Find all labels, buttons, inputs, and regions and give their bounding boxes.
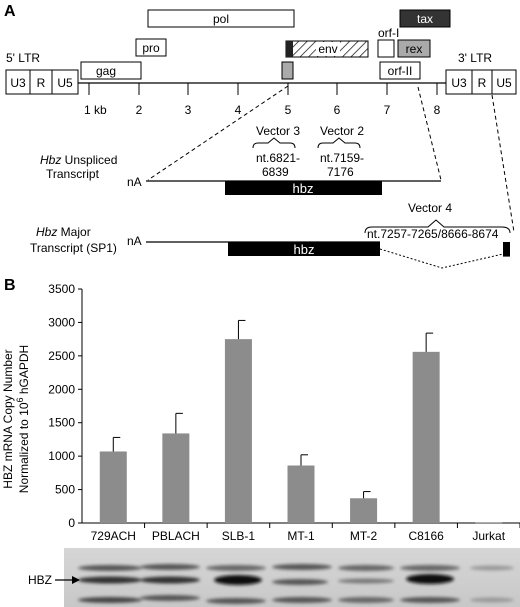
- bar: [224, 339, 252, 523]
- projection-mid: [417, 86, 442, 181]
- vector3-range1: nt.6821-: [256, 151, 300, 165]
- unspliced-hbz-label: hbz: [293, 181, 314, 196]
- vector4-name: Vector 4: [408, 201, 452, 215]
- y-tick-label: 1500: [48, 416, 75, 430]
- major-exon2-box: [503, 242, 510, 256]
- y-tick-label: 3000: [48, 315, 75, 329]
- env-label-bg: [316, 42, 340, 56]
- panel-a-label: A: [4, 3, 16, 20]
- ltr5-r: R: [37, 76, 46, 90]
- tax-box: [399, 9, 451, 28]
- ltr3-label: 3' LTR: [458, 51, 492, 65]
- major-hbz-label: hbz: [294, 242, 315, 257]
- ltr3-u5: U5: [496, 76, 512, 90]
- kb-ticks: [88, 83, 438, 95]
- orf1-label: orf-I: [378, 26, 399, 40]
- bar: [412, 351, 440, 523]
- gag-box: [80, 61, 142, 80]
- kb-tick-8: 8: [434, 103, 441, 117]
- kb-tick-7: 7: [384, 103, 391, 117]
- y-tick-label: 0: [68, 516, 75, 530]
- unspliced-title-line2: Transcript: [46, 167, 100, 181]
- unspliced-polya: nA: [127, 175, 142, 189]
- pol-label: pol: [213, 12, 229, 26]
- gel-hbz-label: HBZ: [28, 573, 52, 587]
- env-label: env: [318, 42, 337, 56]
- y-tick-label: 1000: [48, 449, 75, 463]
- ltr5-u3: U3: [10, 76, 26, 90]
- vector3-name: Vector 3: [256, 124, 300, 138]
- kb-tick-2: 2: [136, 103, 143, 117]
- gag-label: gag: [96, 64, 116, 78]
- major-polya: nA: [127, 234, 142, 248]
- bar: [287, 465, 315, 523]
- western-blot: HBZ: [28, 548, 520, 607]
- pro-label: pro: [142, 41, 160, 55]
- kb-tick-5: 5: [285, 103, 292, 117]
- env-start-block: [286, 41, 293, 57]
- ltr3-u3: U3: [451, 76, 467, 90]
- bar: [99, 451, 127, 523]
- x-tick-label: 729ACH: [91, 529, 136, 543]
- y-axis-title-line2: Normalized to 106 hGAPDH: [15, 345, 31, 493]
- bar-chart: 0 500 1000 1500 2000 2500 3000 3500 729ACH PBLACH…: [48, 282, 520, 543]
- pol-box: [147, 9, 295, 28]
- x-tick-label: SLB-1: [222, 529, 256, 543]
- vector2-range2: 7176: [327, 165, 354, 179]
- kb-tick-3: 3: [185, 103, 192, 117]
- ltr5-u5: U5: [57, 76, 73, 90]
- small-gray-box: [281, 61, 294, 80]
- ltr3-r: R: [478, 76, 487, 90]
- unspliced-hbz-box: [225, 181, 382, 195]
- orf2-label: orf-II: [388, 64, 413, 78]
- y-axis-title-line1: HBZ mRNA Copy Number: [1, 349, 15, 488]
- ltr5-label: 5' LTR: [6, 51, 40, 65]
- bar: [162, 433, 190, 523]
- y-tick-label: 500: [55, 483, 75, 497]
- kb-tick-6: 6: [334, 103, 341, 117]
- y-tick-label: 2000: [48, 382, 75, 396]
- vector4-range: nt.7257-7265/8666-8674: [367, 227, 499, 241]
- rex-box: [397, 39, 431, 58]
- pro-box: [135, 38, 167, 57]
- projection-left: [147, 85, 289, 181]
- vector2-brace: [317, 137, 361, 149]
- splice-junction: [379, 248, 504, 269]
- rex-label: rex: [406, 42, 423, 56]
- vector2-name: Vector 2: [320, 124, 364, 138]
- vector3-brace: [252, 137, 296, 149]
- orf1-box: [377, 39, 395, 58]
- gel-hbz-arrowhead-icon: [72, 576, 80, 584]
- y-axis-title: HBZ mRNA Copy Number Normalized to 106 h…: [1, 345, 31, 493]
- bar: [350, 498, 378, 523]
- vector3-range2: 6839: [262, 165, 289, 179]
- x-tick-label: MT-1: [287, 529, 315, 543]
- x-tick-label: Jurkat: [472, 529, 505, 543]
- major-hbz-box: [228, 242, 380, 256]
- vector4-brace: [364, 219, 511, 234]
- y-tick-label: 2500: [48, 349, 75, 363]
- orf2-box: [379, 61, 421, 80]
- gel-bands: [78, 564, 514, 604]
- bar: [475, 522, 503, 524]
- major-title-line1: Hbz Major: [36, 225, 91, 239]
- major-title-line2: Transcript (SP1): [30, 241, 117, 255]
- x-tick-label: C8166: [408, 529, 444, 543]
- x-tick-label: PBLACH: [152, 529, 200, 543]
- projection-right: [491, 94, 515, 233]
- tax-label: tax: [417, 12, 433, 26]
- panel-b-label: B: [4, 277, 16, 294]
- kb-tick-4: 4: [235, 103, 242, 117]
- ltr3: U3 R U5: [445, 69, 517, 95]
- x-tick-label: MT-2: [350, 529, 378, 543]
- ltr5: U3 R U5: [5, 69, 79, 95]
- unspliced-title-line1: Hbz Unspliced: [40, 153, 117, 167]
- kb-tick-1: 1 kb: [84, 103, 107, 117]
- vector2-range1: nt.7159-: [320, 151, 364, 165]
- y-tick-label: 3500: [48, 282, 75, 296]
